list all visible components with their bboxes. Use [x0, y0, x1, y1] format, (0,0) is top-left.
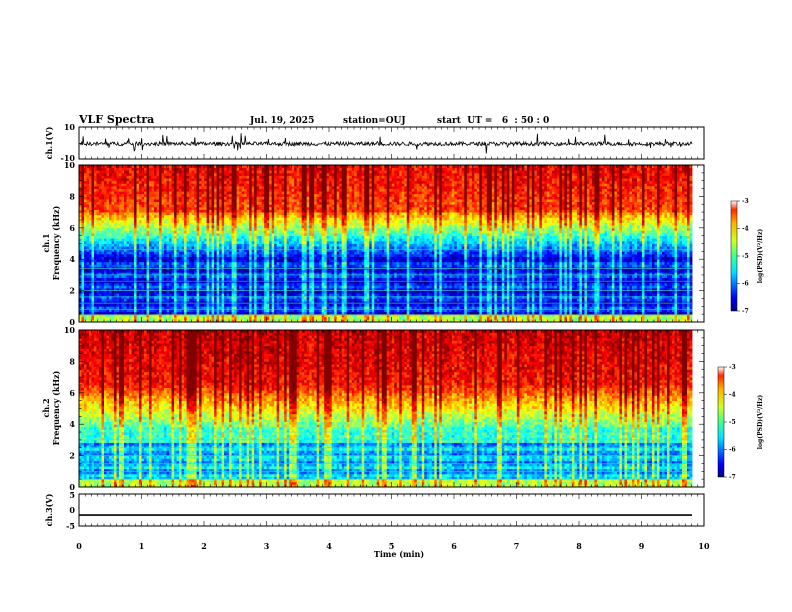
colorbar-tick-label: -4 — [742, 226, 749, 233]
ch1-spec-ylabel: Frequency (kHz) — [51, 205, 61, 280]
colorbar-tick-label: -7 — [729, 474, 736, 481]
ch1-colorbar-label: log(PSD)(V²/Hz) — [757, 229, 764, 284]
ch3-ytick-top: 5 — [69, 490, 75, 500]
ch2-colorbar-label: log(PSD)(V²/Hz) — [757, 395, 764, 450]
spec-ytick-label: 10 — [64, 160, 76, 170]
figure-title: VLF Spectra — [78, 113, 154, 126]
panel-ch1-waveform: 10 -10 ch.1(V) — [44, 122, 704, 163]
colorbar-tick-label: -3 — [729, 364, 736, 371]
spec-ytick-label: 2 — [69, 451, 75, 461]
x-tick-label: 0 — [76, 541, 82, 551]
colorbar-tick-label: -4 — [729, 392, 736, 399]
ch2-spec-channel-label: ch.2 — [41, 398, 51, 417]
x-tick-label: 4 — [326, 541, 332, 551]
spec-ytick-label: 2 — [69, 286, 75, 296]
ch3-ytick-bottom: -5 — [66, 521, 75, 531]
spec-ytick-label: 10 — [64, 325, 76, 335]
colorbar-tick-label: -3 — [742, 198, 749, 205]
spec-ytick-label: 6 — [69, 388, 75, 398]
ch2-spectrogram-image — [79, 330, 704, 487]
spec-ytick-label: 4 — [69, 419, 75, 429]
ch1-spec-channel-label: ch.1 — [41, 233, 51, 252]
date-label: Jul. 19, 2025 — [249, 116, 314, 126]
ch1-ylabel: ch.1(V) — [44, 126, 54, 159]
ch2-spec-ylabel: Frequency (kHz) — [51, 370, 61, 445]
start-ut-label: start UT = 6 : 50 : 0 — [437, 116, 549, 126]
colorbar-tick-label: -6 — [742, 281, 749, 288]
ch3-ylabel: ch.3(V) — [44, 493, 54, 526]
x-tick-label: 10 — [698, 541, 710, 551]
x-tick-label: 9 — [639, 541, 645, 551]
spec-ytick-label: 8 — [69, 191, 75, 201]
colorbar-tick-label: -6 — [729, 447, 736, 454]
colorbar-tick-label: -5 — [729, 419, 736, 426]
ch2-colorbar — [718, 367, 724, 477]
x-tick-label: 6 — [451, 541, 457, 551]
spec-ytick-label: 6 — [69, 223, 75, 233]
station-label: station=OUJ — [343, 116, 406, 126]
x-tick-label: 7 — [514, 541, 520, 551]
ch1-spectrogram-image — [79, 165, 704, 322]
x-tick-label: 8 — [576, 541, 582, 551]
x-tick-label: 1 — [139, 541, 145, 551]
spec-ytick-label: 8 — [69, 356, 75, 366]
x-tick-label: 2 — [201, 541, 207, 551]
ch1-colorbar — [731, 201, 737, 311]
colorbar-tick-label: -5 — [742, 253, 749, 260]
ch1-ytick-top: 10 — [64, 122, 76, 132]
panel-ch3-waveform: 5 0 -5 ch.3(V) — [44, 490, 704, 531]
x-tick-label: 3 — [264, 541, 270, 551]
x-axis-label: Time (min) — [374, 549, 424, 559]
colorbar-tick-label: -7 — [742, 308, 749, 315]
spec-ytick-label: 4 — [69, 254, 75, 264]
ch3-ytick-mid: 0 — [69, 505, 75, 515]
